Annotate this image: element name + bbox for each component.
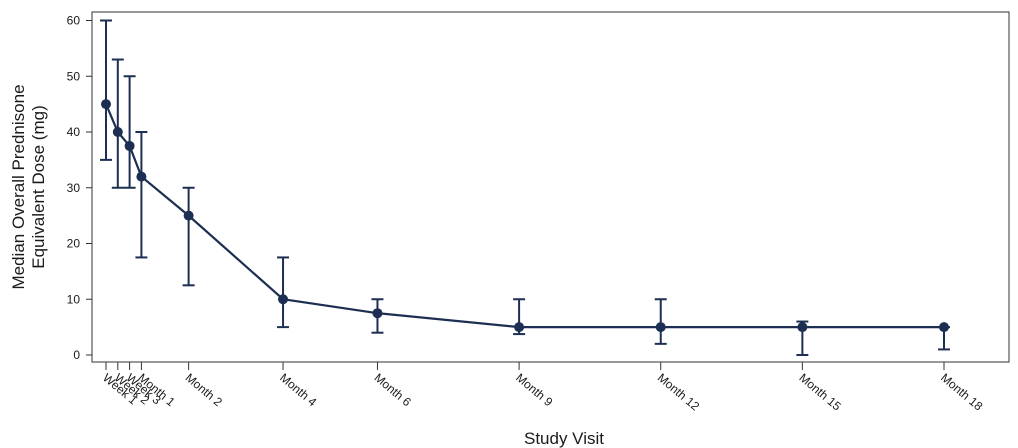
- x-tick-label: Month 6: [372, 371, 414, 410]
- x-tick-label: Month 18: [938, 371, 986, 414]
- y-tick-label: 60: [67, 14, 81, 28]
- error-bar: [135, 131, 148, 259]
- data-point: [101, 99, 111, 110]
- y-tick-label: 30: [67, 181, 81, 195]
- data-point: [136, 171, 147, 182]
- error-bar: [123, 75, 136, 189]
- y-tick-label: 20: [67, 237, 81, 251]
- error-bar: [100, 19, 112, 161]
- y-tick-label: 50: [67, 69, 81, 83]
- series-line: [104, 103, 944, 329]
- y-tick-label: 40: [67, 125, 81, 139]
- y-tick-label: 0: [73, 348, 80, 362]
- y-axis: 0 10 20 30 40 50 60: [67, 14, 92, 362]
- x-axis-label: Study Visit: [524, 429, 604, 448]
- plot-frame: [91, 11, 1010, 363]
- x-tick-label: Month 4: [277, 371, 319, 410]
- error-bar: [182, 186, 195, 287]
- data-point: [939, 322, 949, 333]
- data-point: [797, 322, 808, 333]
- y-axis-label-line-1: Median Overall Prednisone: [9, 84, 28, 289]
- data-point: [655, 322, 666, 333]
- data-points: [101, 99, 949, 333]
- x-tick-label: Month 12: [655, 371, 703, 414]
- x-tick-label: Month 15: [796, 371, 844, 414]
- data-point: [278, 294, 289, 305]
- data-point: [183, 210, 194, 221]
- data-point: [372, 308, 383, 319]
- error-bar: [277, 256, 290, 329]
- x-tick-label: Month 9: [513, 371, 555, 410]
- x-tick-label: Month 2: [183, 371, 225, 410]
- data-point: [514, 322, 525, 333]
- y-tick-label: 10: [67, 292, 81, 306]
- error-bar: [111, 58, 124, 189]
- error-bars: [100, 19, 950, 356]
- y-axis-label-line-2: Equivalent Dose (mg): [29, 105, 48, 268]
- data-point: [124, 140, 135, 151]
- data-point: [112, 127, 123, 137]
- error-bar: [654, 298, 667, 345]
